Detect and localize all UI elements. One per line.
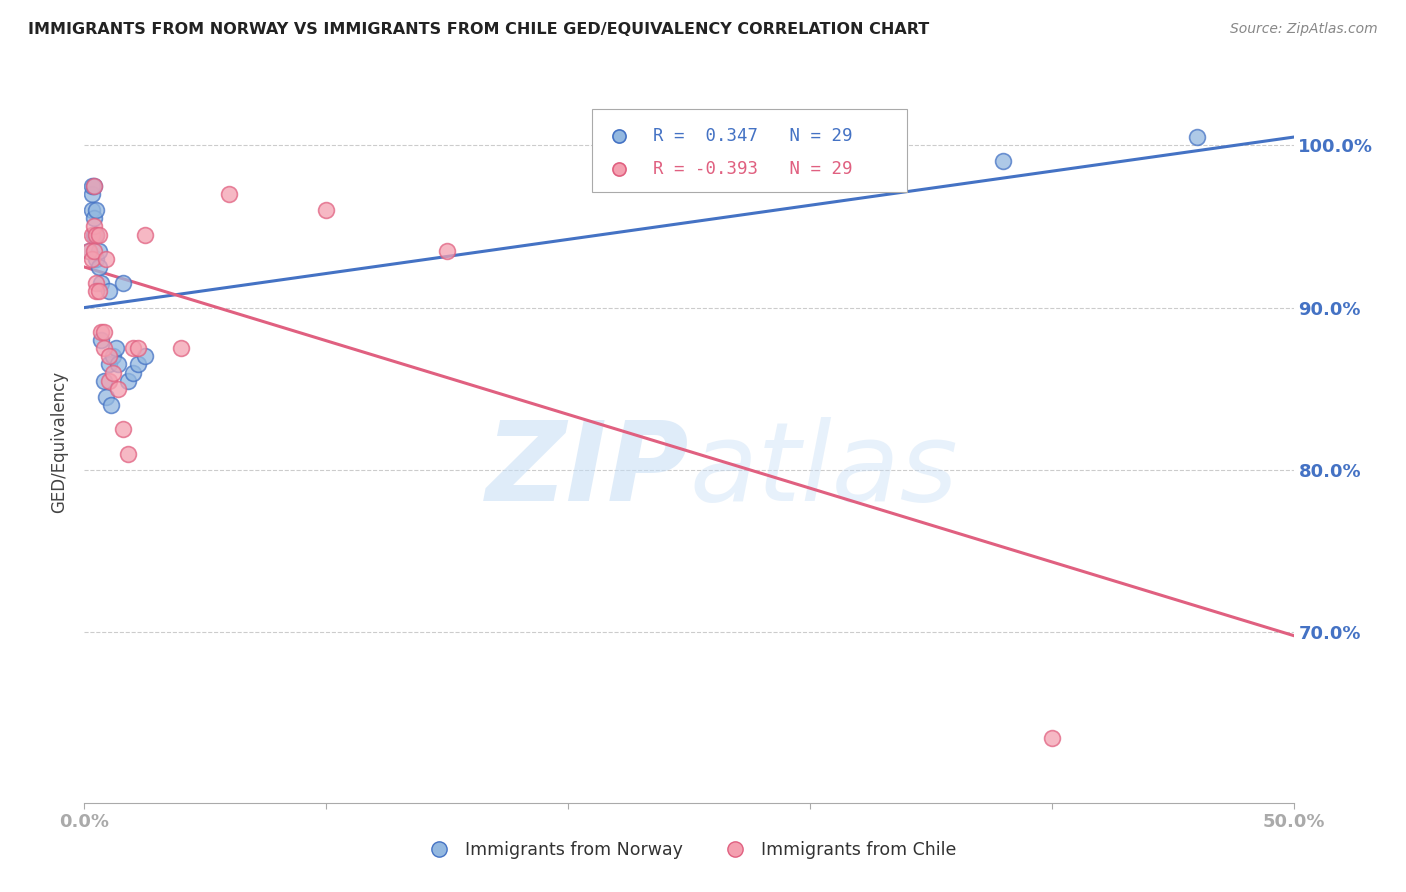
Point <box>80 227 103 242</box>
Point <box>83 178 105 193</box>
Point <box>218 186 240 201</box>
Point <box>93 341 115 355</box>
Point <box>117 447 139 461</box>
Point <box>87 260 110 274</box>
Text: IMMIGRANTS FROM NORWAY VS IMMIGRANTS FROM CHILE GED/EQUIVALENCY CORRELATION CHAR: IMMIGRANTS FROM NORWAY VS IMMIGRANTS FRO… <box>28 22 929 37</box>
Text: R = -0.393   N = 29: R = -0.393 N = 29 <box>652 160 852 178</box>
Point <box>112 277 135 291</box>
Point <box>1142 337 1164 351</box>
Point <box>80 252 103 266</box>
Point <box>83 227 105 242</box>
Point <box>121 366 143 380</box>
Point <box>134 349 156 363</box>
Point <box>100 398 122 412</box>
Point <box>83 178 105 193</box>
Text: R =  0.347   N = 29: R = 0.347 N = 29 <box>652 127 852 145</box>
Point <box>83 244 105 258</box>
Point <box>1142 263 1164 277</box>
Text: ZIP: ZIP <box>485 417 689 524</box>
Point <box>94 252 117 266</box>
Point <box>93 325 115 339</box>
Point <box>86 203 108 218</box>
Point <box>90 325 112 339</box>
Point <box>87 244 110 258</box>
FancyBboxPatch shape <box>592 109 907 193</box>
Point <box>103 366 125 380</box>
Point <box>103 349 125 363</box>
Point <box>112 422 135 436</box>
Point <box>121 341 143 355</box>
Point <box>86 227 108 242</box>
Point <box>97 374 120 388</box>
Point <box>993 154 1015 169</box>
Point <box>127 341 149 355</box>
Point <box>1040 731 1063 745</box>
Legend: Immigrants from Norway, Immigrants from Chile: Immigrants from Norway, Immigrants from … <box>415 835 963 866</box>
Point <box>83 219 105 234</box>
Y-axis label: GED/Equivalency: GED/Equivalency <box>51 370 69 513</box>
Point <box>86 285 108 299</box>
Point <box>90 277 112 291</box>
Point <box>83 211 105 226</box>
Point <box>77 244 100 258</box>
Point <box>170 341 193 355</box>
Point <box>86 252 108 266</box>
Point <box>87 285 110 299</box>
Point <box>107 382 129 396</box>
Point <box>77 244 100 258</box>
Point <box>127 358 149 372</box>
Point <box>87 227 110 242</box>
Point <box>80 178 103 193</box>
Point <box>80 203 103 218</box>
Point <box>86 277 108 291</box>
Text: atlas: atlas <box>689 417 957 524</box>
Point <box>94 390 117 404</box>
Point <box>1185 130 1208 145</box>
Point <box>315 203 337 218</box>
Point <box>117 374 139 388</box>
Point <box>104 341 127 355</box>
Point <box>86 227 108 242</box>
Point <box>90 333 112 347</box>
Point <box>134 227 156 242</box>
Text: Source: ZipAtlas.com: Source: ZipAtlas.com <box>1230 22 1378 37</box>
Point <box>97 358 120 372</box>
Point <box>436 244 458 258</box>
Point <box>107 358 129 372</box>
Point <box>97 349 120 363</box>
Point <box>93 374 115 388</box>
Point <box>97 285 120 299</box>
Point <box>80 186 103 201</box>
